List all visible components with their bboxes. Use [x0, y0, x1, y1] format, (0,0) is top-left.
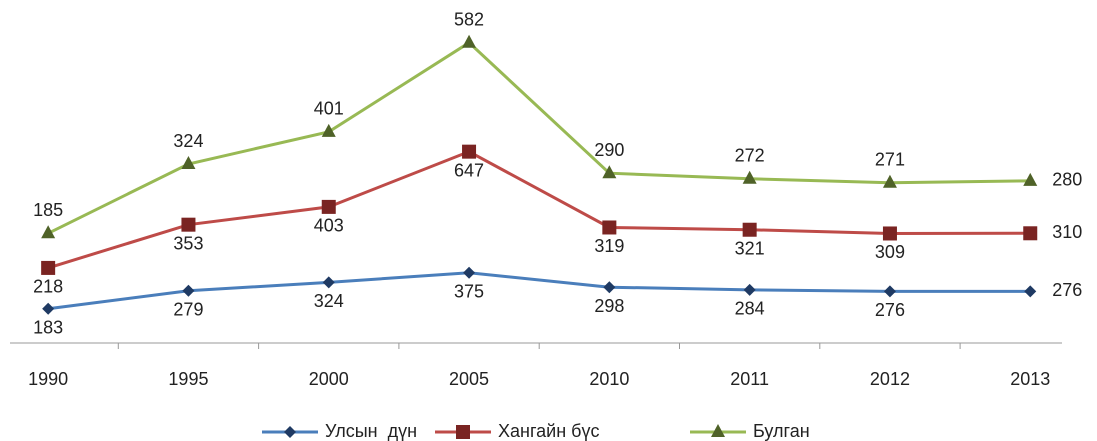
x-tick-label: 1995 — [168, 369, 208, 389]
x-tick-label: 2000 — [309, 369, 349, 389]
data-point — [602, 165, 617, 179]
data-point — [182, 284, 195, 297]
data-point — [603, 281, 616, 294]
data-label: 183 — [33, 317, 63, 337]
x-tick-label: 2005 — [449, 369, 489, 389]
x-tick-label: 1990 — [28, 369, 68, 389]
legend-label: Хангайн бүс — [498, 421, 599, 441]
data-point — [883, 285, 896, 298]
data-point — [41, 225, 56, 239]
data-label: 185 — [33, 200, 63, 220]
data-label: 647 — [454, 160, 484, 180]
data-label: 276 — [875, 300, 905, 320]
data-point — [742, 170, 757, 184]
data-point — [463, 266, 476, 279]
data-label: 310 — [1052, 222, 1082, 242]
data-label: 324 — [314, 291, 344, 311]
data-label: 324 — [173, 131, 203, 151]
data-point — [181, 217, 196, 232]
series-line — [47, 150, 1031, 270]
data-point — [742, 222, 757, 237]
data-label: 218 — [33, 277, 63, 297]
x-tick-label: 2013 — [1010, 369, 1050, 389]
data-label: 280 — [1052, 170, 1082, 190]
data-label: 272 — [735, 146, 765, 166]
data-label: 321 — [735, 238, 765, 258]
data-label: 403 — [314, 216, 344, 236]
data-point — [462, 144, 477, 159]
data-label: 276 — [1052, 280, 1082, 300]
data-label: 319 — [594, 236, 624, 256]
data-point — [1023, 172, 1038, 186]
data-label: 582 — [454, 9, 484, 29]
legend-label: Улсын дүн — [325, 421, 417, 441]
data-label: 401 — [314, 99, 344, 119]
x-tick-label: 2010 — [589, 369, 629, 389]
legend-marker — [711, 424, 725, 437]
data-label: 284 — [735, 299, 765, 319]
data-point — [1023, 226, 1038, 241]
data-label: 309 — [875, 242, 905, 262]
x-tick-label: 2012 — [870, 369, 910, 389]
data-point — [41, 260, 56, 275]
data-point — [321, 123, 336, 137]
data-point — [743, 283, 756, 296]
data-label: 279 — [173, 300, 203, 320]
x-tick-label: 2011 — [730, 369, 769, 389]
data-point — [322, 276, 335, 289]
legend-marker — [284, 426, 296, 438]
data-point — [1024, 285, 1037, 298]
series-line — [47, 271, 1031, 311]
data-label: 375 — [454, 282, 484, 302]
data-point — [42, 302, 55, 315]
legend-label: Булган — [753, 421, 810, 441]
data-label: 290 — [594, 140, 624, 160]
data-point — [321, 199, 336, 214]
series-line — [47, 40, 1031, 235]
data-point — [462, 34, 477, 48]
legend-marker — [456, 425, 470, 439]
data-point — [181, 156, 196, 170]
data-label: 353 — [173, 233, 203, 253]
data-point — [882, 174, 897, 188]
data-point — [882, 226, 897, 241]
data-label: 271 — [875, 149, 905, 169]
data-point — [602, 220, 617, 235]
data-label: 298 — [594, 296, 624, 316]
